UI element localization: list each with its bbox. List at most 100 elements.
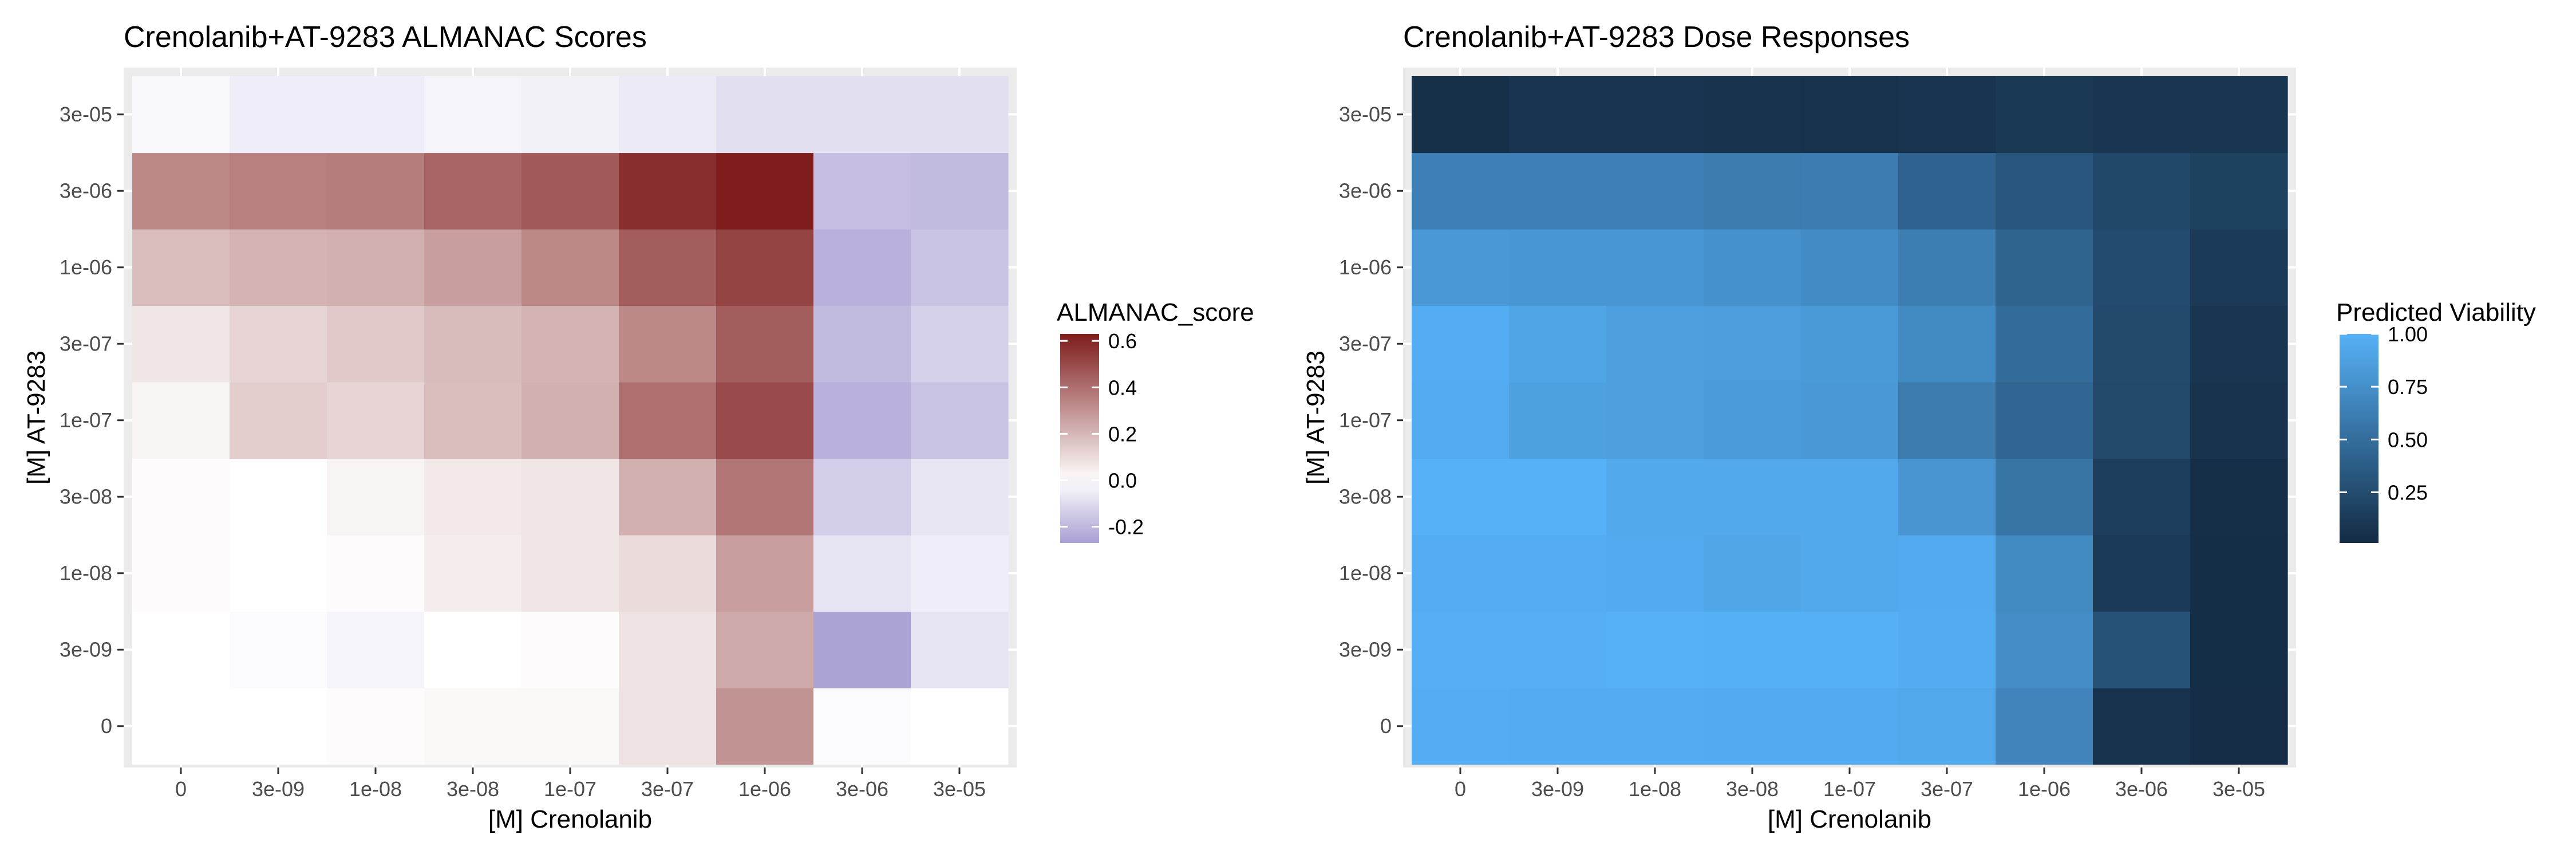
almanac-cell xyxy=(230,152,327,230)
almanac-cell xyxy=(424,305,522,383)
dose-response-cell xyxy=(1704,152,1801,230)
almanac-cell xyxy=(424,382,522,459)
almanac-cell xyxy=(327,382,425,459)
almanac-colorbar-tick-label: 0.6 xyxy=(1108,329,1137,353)
almanac-colorbar-title: ALMANAC_score xyxy=(1057,298,1254,326)
almanac-cell xyxy=(230,229,327,306)
almanac-cell xyxy=(132,305,230,383)
almanac-cell xyxy=(521,458,619,536)
dose-response-cell xyxy=(2190,305,2288,383)
dose-response-colorbar xyxy=(2340,334,2379,543)
almanac-x-tick-label: 3e-07 xyxy=(641,777,694,801)
almanac-cell xyxy=(424,76,522,153)
almanac-cell xyxy=(327,688,425,765)
dose-response-cell xyxy=(1898,382,1996,459)
almanac-cell xyxy=(813,152,911,230)
dose-response-cell xyxy=(1704,688,1801,765)
dose-response-y-tick-label: 3e-09 xyxy=(1339,637,1392,661)
almanac-cell xyxy=(619,611,717,688)
dose-response-x-tick-label: 1e-06 xyxy=(2018,777,2071,801)
dose-response-x-axis-title: [M] Crenolanib xyxy=(1768,805,1931,833)
almanac-cell xyxy=(911,229,1009,306)
dose-response-cell xyxy=(1898,305,1996,383)
dose-response-colorbar-tick-label: 1.00 xyxy=(2388,322,2428,346)
dose-response-cell xyxy=(1996,305,2093,383)
almanac-cell xyxy=(619,382,717,459)
almanac-cell xyxy=(716,611,814,688)
dose-response-cell xyxy=(1606,229,1704,306)
almanac-cell xyxy=(813,458,911,536)
almanac-cell xyxy=(424,229,522,306)
almanac-y-tick-label: 3e-06 xyxy=(60,179,112,202)
dose-response-cell xyxy=(1898,611,1996,688)
almanac-x-axis-title: [M] Crenolanib xyxy=(488,805,652,833)
dose-response-cell xyxy=(1996,382,2093,459)
almanac-x-tick-label: 3e-06 xyxy=(836,777,888,801)
dose-response-x-tick-label: 1e-07 xyxy=(1823,777,1876,801)
almanac-cell xyxy=(132,76,230,153)
dose-response-cell xyxy=(1898,229,1996,306)
dose-response-cell xyxy=(1704,611,1801,688)
almanac-cell xyxy=(424,688,522,765)
dose-response-y-tick-label: 3e-06 xyxy=(1339,179,1392,202)
almanac-cell xyxy=(911,611,1009,688)
almanac-cell xyxy=(230,305,327,383)
almanac-colorbar-tick-label: 0.0 xyxy=(1108,469,1137,493)
almanac-cell xyxy=(911,535,1009,612)
dose-response-cell xyxy=(1412,611,1510,688)
dose-response-y-tick-label: 3e-07 xyxy=(1339,332,1392,355)
almanac-panel: Crenolanib+AT-9283 ALMANAC Scores 0 3e-09… xyxy=(22,21,1254,833)
dose-response-cell xyxy=(2093,535,2191,612)
almanac-cell xyxy=(521,229,619,306)
almanac-cell xyxy=(132,229,230,306)
dose-response-cell xyxy=(2093,152,2191,230)
almanac-cell xyxy=(327,76,425,153)
dose-response-cell xyxy=(2190,152,2288,230)
dose-response-cell xyxy=(1509,76,1607,153)
almanac-cell xyxy=(911,76,1009,153)
dose-response-cell xyxy=(2093,229,2191,306)
almanac-cell xyxy=(327,458,425,536)
dose-response-x-tick-label: 3e-09 xyxy=(1531,777,1584,801)
almanac-cell xyxy=(327,611,425,688)
dose-response-cell xyxy=(1509,229,1607,306)
almanac-x-axis: 0 3e-09 1e-08 3e-08 1e-07 3e-07 1e-06 3e-06 3e-0… xyxy=(175,767,986,801)
dose-response-cell xyxy=(1412,152,1510,230)
dose-response-x-tick-label: 0 xyxy=(1455,777,1466,801)
dose-response-cell xyxy=(2190,382,2288,459)
dose-response-cell xyxy=(1412,305,1510,383)
dose-response-cell xyxy=(1801,305,1899,383)
dose-response-x-tick-label: 3e-08 xyxy=(1726,777,1779,801)
almanac-cell xyxy=(327,152,425,230)
dose-response-cell xyxy=(2190,535,2288,612)
dose-response-cell xyxy=(2190,688,2288,765)
almanac-y-tick-label: 3e-05 xyxy=(60,103,112,126)
dose-response-cell xyxy=(1704,458,1801,536)
dose-response-cell xyxy=(2190,458,2288,536)
almanac-cell xyxy=(132,458,230,536)
almanac-colorbar-tick-label: -0.2 xyxy=(1108,515,1144,539)
dose-response-y-tick-label: 1e-06 xyxy=(1339,255,1392,279)
dose-response-x-tick-label: 3e-07 xyxy=(1921,777,1973,801)
almanac-cell xyxy=(424,535,522,612)
almanac-cell xyxy=(521,535,619,612)
dose-response-cell xyxy=(1606,458,1704,536)
almanac-cell xyxy=(619,305,717,383)
almanac-colorbar-tick-label: 0.2 xyxy=(1108,422,1137,446)
dose-response-cell xyxy=(1509,152,1607,230)
dose-response-colorbar-tick-label: 0.75 xyxy=(2388,375,2428,399)
almanac-cell xyxy=(911,382,1009,459)
dose-response-cell xyxy=(1704,382,1801,459)
dose-response-cell xyxy=(1996,152,2093,230)
almanac-cell xyxy=(521,611,619,688)
dose-response-cell xyxy=(1606,688,1704,765)
almanac-colorbar xyxy=(1060,334,1099,543)
dose-response-cell xyxy=(1801,458,1899,536)
dose-response-cell xyxy=(1412,76,1510,153)
almanac-cell xyxy=(813,229,911,306)
almanac-cell xyxy=(716,382,814,459)
dose-response-cell xyxy=(1412,229,1510,306)
almanac-cell xyxy=(619,152,717,230)
dose-response-colorbar-tick-label: 0.25 xyxy=(2388,481,2428,505)
